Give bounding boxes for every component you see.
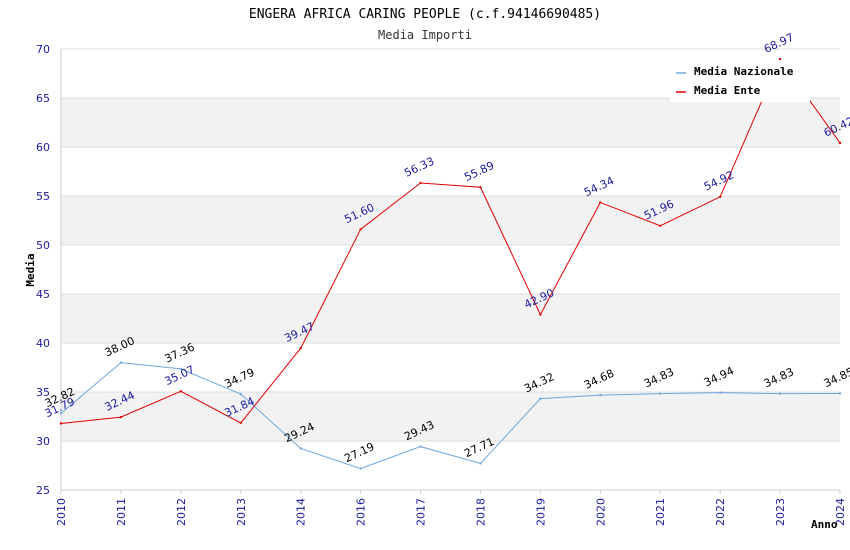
data-point-media-nazionale <box>599 393 602 397</box>
data-point-media-ente <box>179 390 183 393</box>
series-line-media-nazionale <box>60 362 841 470</box>
data-point-media-nazionale <box>359 467 362 470</box>
data-point-media-nazionale <box>179 367 183 371</box>
x-tick-label: 2012 <box>175 498 188 526</box>
grid-band <box>61 343 840 392</box>
x-tick-label: 2019 <box>534 498 547 526</box>
data-point-media-nazionale <box>299 447 302 450</box>
axes <box>60 49 840 491</box>
x-tick-label: 2024 <box>834 498 847 526</box>
x-tick-label: 2014 <box>295 498 308 526</box>
data-point-media-nazionale <box>539 397 542 400</box>
data-point-media-ente <box>838 141 842 145</box>
data-point-media-ente <box>599 201 602 204</box>
data-point-media-nazionale <box>479 462 482 465</box>
y-tick-label: 25 <box>36 484 50 497</box>
y-tick-label: 30 <box>36 435 50 448</box>
data-point-media-ente <box>59 422 63 425</box>
data-point-media-ente <box>539 313 542 316</box>
x-tick-label: 2018 <box>474 498 487 526</box>
y-tick-label: 65 <box>36 92 50 105</box>
grid-band <box>61 441 840 490</box>
y-tick-label: 45 <box>36 288 50 301</box>
grid-band <box>61 392 840 441</box>
data-point-media-nazionale <box>778 392 782 395</box>
data-point-media-nazionale <box>659 392 662 395</box>
data-point-media-nazionale <box>59 412 63 415</box>
data-point-media-ente <box>718 195 722 198</box>
data-point-media-ente <box>419 181 422 185</box>
data-point-media-ente <box>479 186 482 189</box>
x-tick-label: 2022 <box>714 498 727 526</box>
data-point-media-ente <box>659 224 662 227</box>
legend-label-media-ente: Media Ente <box>694 84 761 97</box>
x-tick-label: 2021 <box>654 498 667 526</box>
grid-lines <box>61 48 840 491</box>
x-tick-label: 2020 <box>594 498 607 526</box>
chart-subtitle: Media Importi <box>378 28 472 42</box>
grid-band <box>61 98 840 147</box>
y-axis-label: Media <box>24 253 37 286</box>
grid-band <box>61 147 840 196</box>
grid-band <box>61 294 840 343</box>
legend-background <box>670 60 810 102</box>
legend-label-media-nazionale: Media Nazionale <box>694 65 794 78</box>
x-tick-label: 2010 <box>55 498 68 526</box>
grid-band <box>61 196 840 245</box>
data-point-media-nazionale <box>239 392 242 396</box>
legend: Media Nazionale Media Ente <box>670 60 810 102</box>
x-tick-label: 2013 <box>235 498 248 526</box>
y-tick-label: 40 <box>36 337 50 350</box>
y-tick-label: 55 <box>36 190 50 203</box>
x-tick-labels: 2010 2011 2012 2013 2014 2016 2017 2018 2019 2020… <box>55 490 847 526</box>
data-point-media-nazionale <box>419 445 422 448</box>
data-point-media-ente <box>119 415 123 419</box>
series-layer <box>59 57 842 470</box>
chart-title: ENGERA AFRICA CARING PEOPLE (c.f.9414669… <box>249 7 601 22</box>
x-tick-label: 2016 <box>355 498 368 526</box>
y-tick-labels: 25 30 35 40 45 50 55 60 65 70 <box>36 43 50 497</box>
y-tick-label: 35 <box>36 386 50 399</box>
data-point-media-ente <box>239 421 242 425</box>
x-axis-label: Anno <box>811 518 838 531</box>
x-tick-label: 2017 <box>415 498 428 526</box>
series-line-media-ente <box>60 58 841 424</box>
y-tick-label: 50 <box>36 239 50 252</box>
grid-bands <box>61 49 840 490</box>
data-point-media-nazionale <box>838 392 842 395</box>
x-tick-label: 2023 <box>774 498 787 526</box>
x-tick-label: 2011 <box>115 498 128 526</box>
y-tick-label: 70 <box>36 43 50 56</box>
y-tick-label: 60 <box>36 141 50 154</box>
data-point-media-nazionale <box>119 361 123 364</box>
data-point-media-ente <box>359 228 362 231</box>
grid-band <box>61 245 840 294</box>
data-point-media-ente <box>299 346 302 350</box>
data-point-media-nazionale <box>718 391 722 394</box>
data-point-media-ente <box>778 57 782 61</box>
